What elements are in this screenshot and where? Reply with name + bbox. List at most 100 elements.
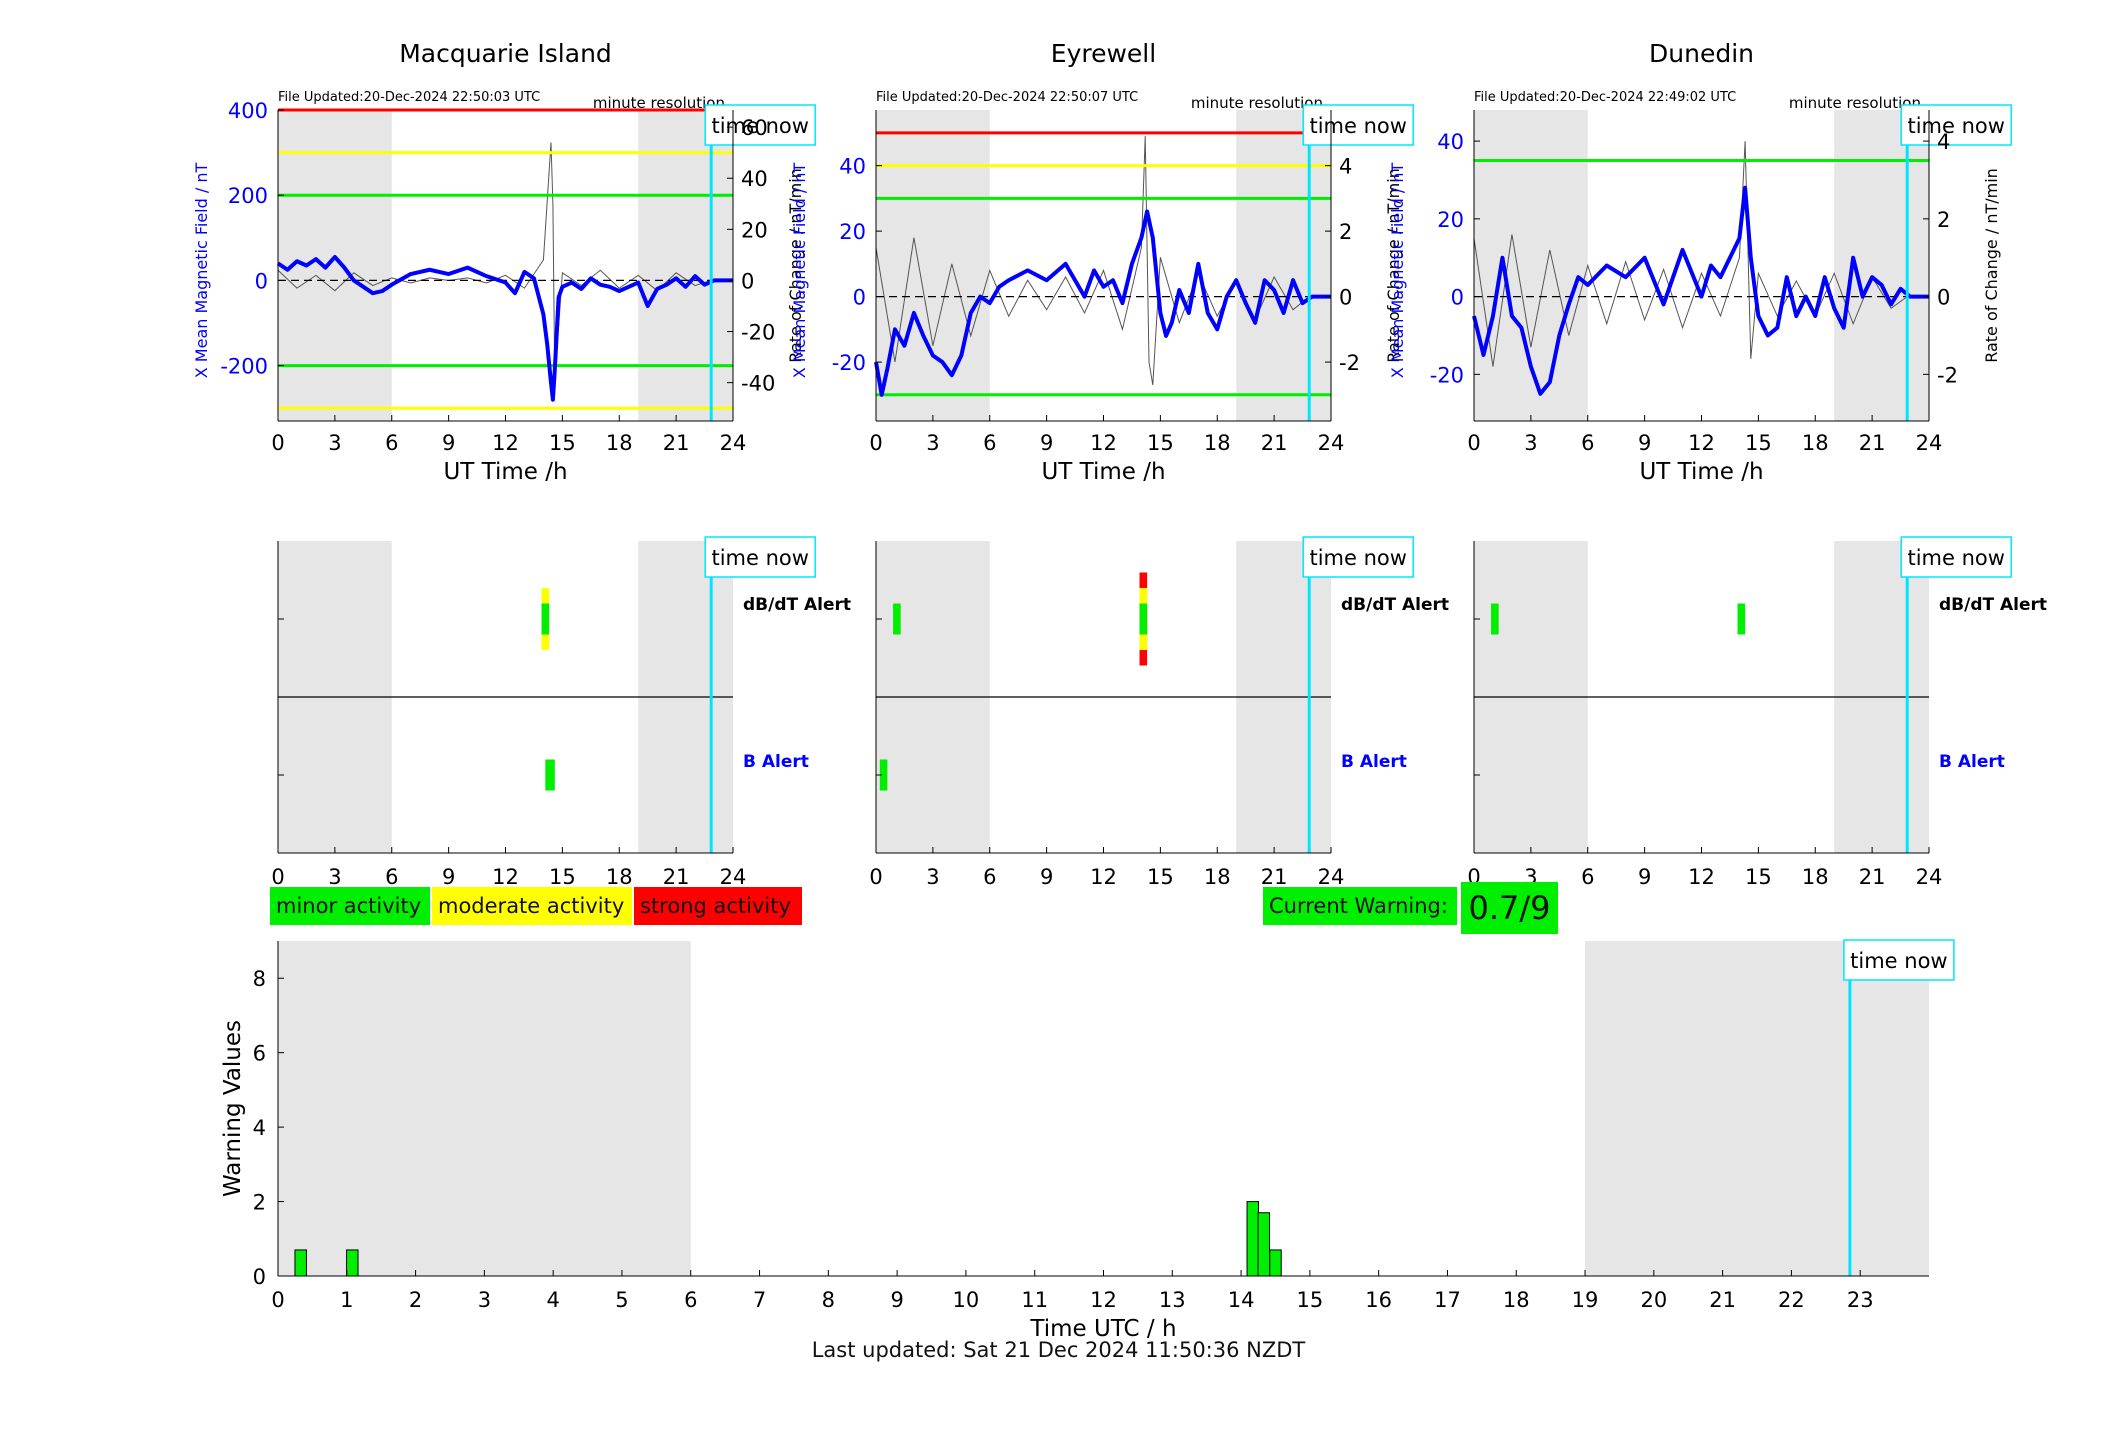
station3-title: Dunedin <box>1649 39 1754 68</box>
station3-x-tick-label: 9 <box>1638 431 1651 455</box>
station1-x-tick-label: 21 <box>663 431 690 455</box>
warning-x-tick-label: 1 <box>340 1288 353 1312</box>
current-warning-value: 0.7/9 <box>1461 882 1558 934</box>
station2-night-shade-0 <box>876 110 990 421</box>
station2-x-tick-label: 3 <box>926 431 939 455</box>
station1-y-right-tick-label: -20 <box>741 321 775 345</box>
warning-x-tick-label: 16 <box>1365 1288 1392 1312</box>
station2-time-now-label-box <box>1302 104 1414 146</box>
alert-panel3-x-tick-label: 24 <box>1916 865 1943 889</box>
alert-panel2-alert-mark-4 <box>879 759 888 791</box>
station1-time-now-label: time now <box>711 114 808 138</box>
station3-file-updated: File Updated:20-Dec-2024 22:49:02 UTC <box>1474 90 1736 105</box>
alert-panel1-x-tick-label: 3 <box>328 865 341 889</box>
warning-x-tick-label: 13 <box>1159 1288 1186 1312</box>
station1-y-left-tick-label: 200 <box>228 184 268 208</box>
last-updated: Last updated: Sat 21 Dec 2024 11:50:36 N… <box>811 1338 1306 1362</box>
warning-x-tick-label: 21 <box>1709 1288 1736 1312</box>
station1-y-left-label: X Mean Magnetic Field / nT <box>192 163 211 379</box>
station1-y-right-label: Rate of Change / nT/min <box>786 168 805 363</box>
warning-x-tick-label: 7 <box>753 1288 766 1312</box>
station3-y-right-tick-label: -2 <box>1937 363 1958 387</box>
station2-y-right-tick-label: 4 <box>1339 155 1352 179</box>
station2-y-left-tick-label: 40 <box>839 155 866 179</box>
alert-panel1-b-alert-label: B Alert <box>743 752 809 772</box>
station3-time-now-label: time now <box>1907 114 2004 138</box>
warning-y-tick-label: 0 <box>253 1265 266 1289</box>
alert-panel2-x-tick-label: 12 <box>1090 865 1117 889</box>
alert-panel2-x-tick-label: 18 <box>1204 865 1231 889</box>
station1-x-tick-label: 0 <box>271 431 284 455</box>
alert-panel1-x-tick-label: 0 <box>271 865 284 889</box>
warning-night-shade-0 <box>278 941 691 1276</box>
alert-panel3-x-tick-label: 12 <box>1688 865 1715 889</box>
station2-y-left-tick-label: -20 <box>832 351 866 375</box>
station1-x-tick-label: 3 <box>328 431 341 455</box>
alert-panel1-alert-mark-1 <box>541 603 550 635</box>
station3-rate-of-change-line <box>1473 141 1908 367</box>
warning-x-tick-label: 5 <box>615 1288 628 1312</box>
station3-x-axis-label: UT Time /h <box>1639 459 1763 485</box>
station1-y-right-tick-label: 0 <box>741 269 754 293</box>
station1-y-right-tick-label: 60 <box>741 116 768 140</box>
warning-y-tick-label: 2 <box>253 1191 266 1215</box>
warning-x-tick-label: 23 <box>1847 1288 1874 1312</box>
warning-x-tick-label: 3 <box>478 1288 491 1312</box>
warning-x-tick-label: 15 <box>1297 1288 1324 1312</box>
alert-panel2-x-tick-label: 3 <box>926 865 939 889</box>
alert-panel3-x-tick-label: 9 <box>1638 865 1651 889</box>
warning-x-tick-label: 14 <box>1228 1288 1255 1312</box>
warning-x-tick-label: 0 <box>271 1288 284 1312</box>
warning-time-now-label: time now <box>1850 949 1947 973</box>
station1-title: Macquarie Island <box>399 39 612 68</box>
warning-x-tick-label: 2 <box>409 1288 422 1312</box>
station2-file-updated: File Updated:20-Dec-2024 22:50:07 UTC <box>876 90 1138 105</box>
legend-strong: strong activity <box>634 887 802 925</box>
station3-y-left-tick-label: 0 <box>1451 286 1464 310</box>
station3-x-tick-label: 15 <box>1745 431 1772 455</box>
warning-x-tick-label: 9 <box>890 1288 903 1312</box>
alert-panel1-x-tick-label: 24 <box>720 865 747 889</box>
station2-y-left-label: X Mean Magnetic Field / nT <box>790 163 809 379</box>
station3-y-left-tick-label: 40 <box>1437 130 1464 154</box>
station1-y-left-tick-label: 0 <box>255 269 268 293</box>
station2-y-right-label: Rate of Change / nT/min <box>1384 168 1403 363</box>
station1-file-updated: File Updated:20-Dec-2024 22:50:03 UTC <box>278 90 540 105</box>
alert-panel1-x-tick-label: 21 <box>663 865 690 889</box>
station2-title: Eyrewell <box>1051 39 1156 68</box>
alert-panel2-x-tick-label: 0 <box>869 865 882 889</box>
warning-x-tick-label: 4 <box>546 1288 559 1312</box>
warning-x-tick-label: 19 <box>1572 1288 1599 1312</box>
alert-panel1-time-now-label: time now <box>711 546 808 570</box>
warning-time-now-label-box <box>1843 939 1955 981</box>
alert-panel3-time-now-label: time now <box>1907 546 2004 570</box>
warning-x-tick-label: 8 <box>822 1288 835 1312</box>
station2-x-axis-label: UT Time /h <box>1041 459 1165 485</box>
station2-x-tick-label: 21 <box>1261 431 1288 455</box>
station2-minute-resolution: minute resolution <box>1191 94 1323 112</box>
alert-panel1-time-now-label-box <box>704 536 816 578</box>
station2-mean-field-line <box>874 209 1331 397</box>
alert-panel1-x-tick-label: 6 <box>385 865 398 889</box>
station2-x-tick-label: 0 <box>869 431 882 455</box>
alert-panel2-x-tick-label: 21 <box>1261 865 1288 889</box>
station1-x-axis-label: UT Time /h <box>443 459 567 485</box>
station3-x-tick-label: 24 <box>1916 431 1943 455</box>
warning-bar-2 <box>1246 1201 1260 1277</box>
legend-moderate: moderate activity <box>432 887 632 925</box>
warning-y-tick-label: 6 <box>253 1042 266 1066</box>
alert-panel1-dbdt-alert-label: dB/dT Alert <box>743 595 851 615</box>
station3-y-left-tick-label: 20 <box>1437 208 1464 232</box>
alert-panel3-time-now-label-box <box>1900 536 2012 578</box>
alert-panel2-time-now-label: time now <box>1309 546 1406 570</box>
station2-night-shade-1 <box>1236 110 1331 421</box>
station1-y-left-tick-label: -200 <box>220 355 268 379</box>
station1-x-tick-label: 9 <box>442 431 455 455</box>
station1-y-right-tick-label: 40 <box>741 167 768 191</box>
alert-panel2-time-now-label-box <box>1302 536 1414 578</box>
station3-night-shade-0 <box>1474 110 1588 421</box>
alert-panel1-x-tick-label: 9 <box>442 865 455 889</box>
station3-x-tick-label: 0 <box>1467 431 1480 455</box>
alert-panel3-x-tick-label: 21 <box>1859 865 1886 889</box>
station1-y-left-tick-label: 400 <box>228 99 268 123</box>
